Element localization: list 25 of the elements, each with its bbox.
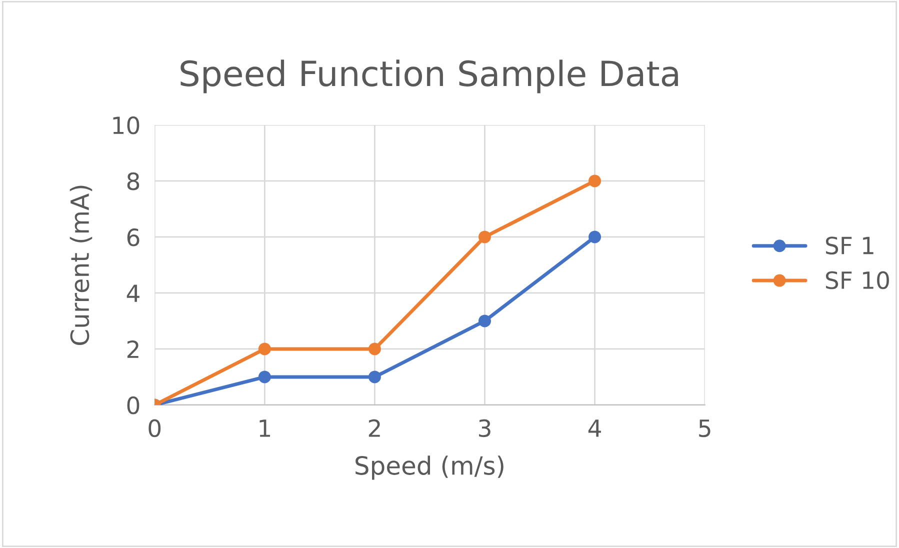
legend-label: SF 1 bbox=[826, 236, 874, 254]
x-tick-label: 0 bbox=[148, 419, 161, 438]
x-tick-label: 4 bbox=[588, 420, 601, 437]
point bbox=[258, 342, 271, 356]
y-tick-label: 2 bbox=[127, 340, 138, 358]
y-tick-label: 4 bbox=[126, 284, 140, 302]
y-tick-label: 8 bbox=[127, 172, 140, 190]
point bbox=[258, 370, 271, 384]
x-tick-label: 5 bbox=[699, 420, 710, 438]
y-tick-label: 6 bbox=[127, 228, 140, 246]
point bbox=[588, 174, 602, 188]
point bbox=[368, 342, 381, 356]
x-tick-label: 1 bbox=[260, 420, 270, 437]
x-tick-label: 3 bbox=[479, 419, 490, 438]
point bbox=[588, 230, 602, 244]
y-tick-label: 10 bbox=[113, 116, 140, 134]
legend-label: SF 10 bbox=[826, 271, 889, 290]
point bbox=[478, 230, 491, 244]
y-axis-title: Current (mA) bbox=[70, 186, 92, 345]
y-tick-label: 0 bbox=[127, 396, 140, 414]
chart-title: Speed Function Sample Data bbox=[180, 60, 678, 94]
point bbox=[478, 314, 491, 328]
point bbox=[368, 370, 381, 384]
x-axis-title: Speed (m/s) bbox=[356, 456, 504, 480]
x-tick-label: 2 bbox=[368, 419, 380, 437]
